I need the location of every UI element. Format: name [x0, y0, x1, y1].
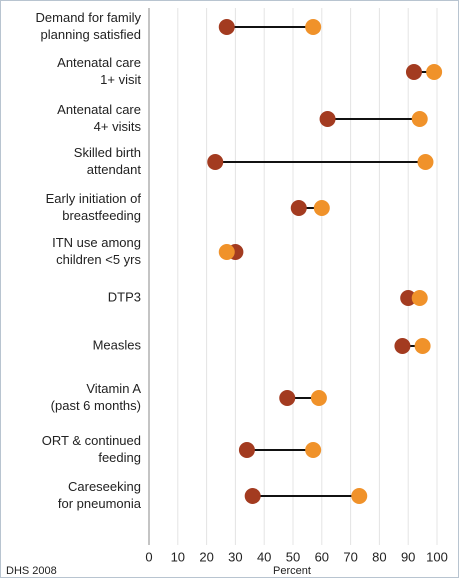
dot — [417, 154, 434, 170]
y-tick-label: 4+ visits — [94, 119, 142, 134]
y-tick-label: (past 6 months) — [51, 398, 141, 413]
x-tick-label: 60 — [315, 549, 329, 564]
x-tick-label: 20 — [199, 549, 213, 564]
y-tick-label: Antenatal care — [57, 102, 141, 117]
dot — [319, 111, 336, 127]
y-tick-label: attendant — [87, 162, 142, 177]
y-tick-label: ITN use among — [52, 235, 141, 250]
dot — [310, 390, 327, 406]
dot — [305, 442, 322, 458]
dot — [218, 244, 235, 260]
y-tick-label: Antenatal care — [57, 55, 141, 70]
dot — [238, 442, 255, 458]
y-tick-label: Careseeking — [68, 479, 141, 494]
x-tick-label: 30 — [228, 549, 242, 564]
y-tick-label: Skilled birth — [74, 145, 141, 160]
y-tick-label: DTP3 — [108, 289, 141, 304]
y-tick-label: planning satisfied — [41, 27, 141, 42]
y-tick-label: feeding — [98, 450, 141, 465]
x-tick-label: 70 — [343, 549, 357, 564]
dot — [279, 390, 296, 406]
dot — [411, 111, 428, 127]
dot — [351, 488, 368, 504]
dot — [244, 488, 261, 504]
y-tick-label: children <5 yrs — [56, 252, 141, 267]
dot — [400, 290, 417, 306]
x-tick-label: 50 — [286, 549, 300, 564]
x-tick-label: 0 — [145, 549, 152, 564]
dot — [207, 154, 224, 170]
y-tick-label: ORT & continued — [42, 433, 141, 448]
x-tick-label: 100 — [426, 549, 448, 564]
source-note: DHS 2008 — [6, 565, 57, 577]
x-tick-label: 80 — [372, 549, 386, 564]
y-tick-label: breastfeeding — [62, 208, 141, 223]
y-tick-label: 1+ visit — [100, 72, 141, 87]
dot — [411, 290, 428, 306]
y-tick-label: Demand for family — [36, 10, 142, 25]
x-tick-label: 10 — [171, 549, 185, 564]
dot — [290, 200, 307, 216]
dot — [218, 19, 235, 35]
dot — [426, 64, 443, 80]
y-tick-label: Early initiation of — [46, 191, 142, 206]
y-tick-label: Vitamin A — [86, 381, 141, 396]
dot — [305, 19, 322, 35]
dot — [394, 338, 411, 354]
dot — [414, 338, 431, 354]
y-tick-label: for pneumonia — [58, 496, 142, 511]
dot — [405, 64, 422, 80]
x-tick-label: 90 — [401, 549, 415, 564]
dot — [313, 200, 330, 216]
x-tick-label: 40 — [257, 549, 271, 564]
x-axis-label: Percent — [273, 565, 311, 577]
y-tick-label: Measles — [93, 337, 142, 352]
